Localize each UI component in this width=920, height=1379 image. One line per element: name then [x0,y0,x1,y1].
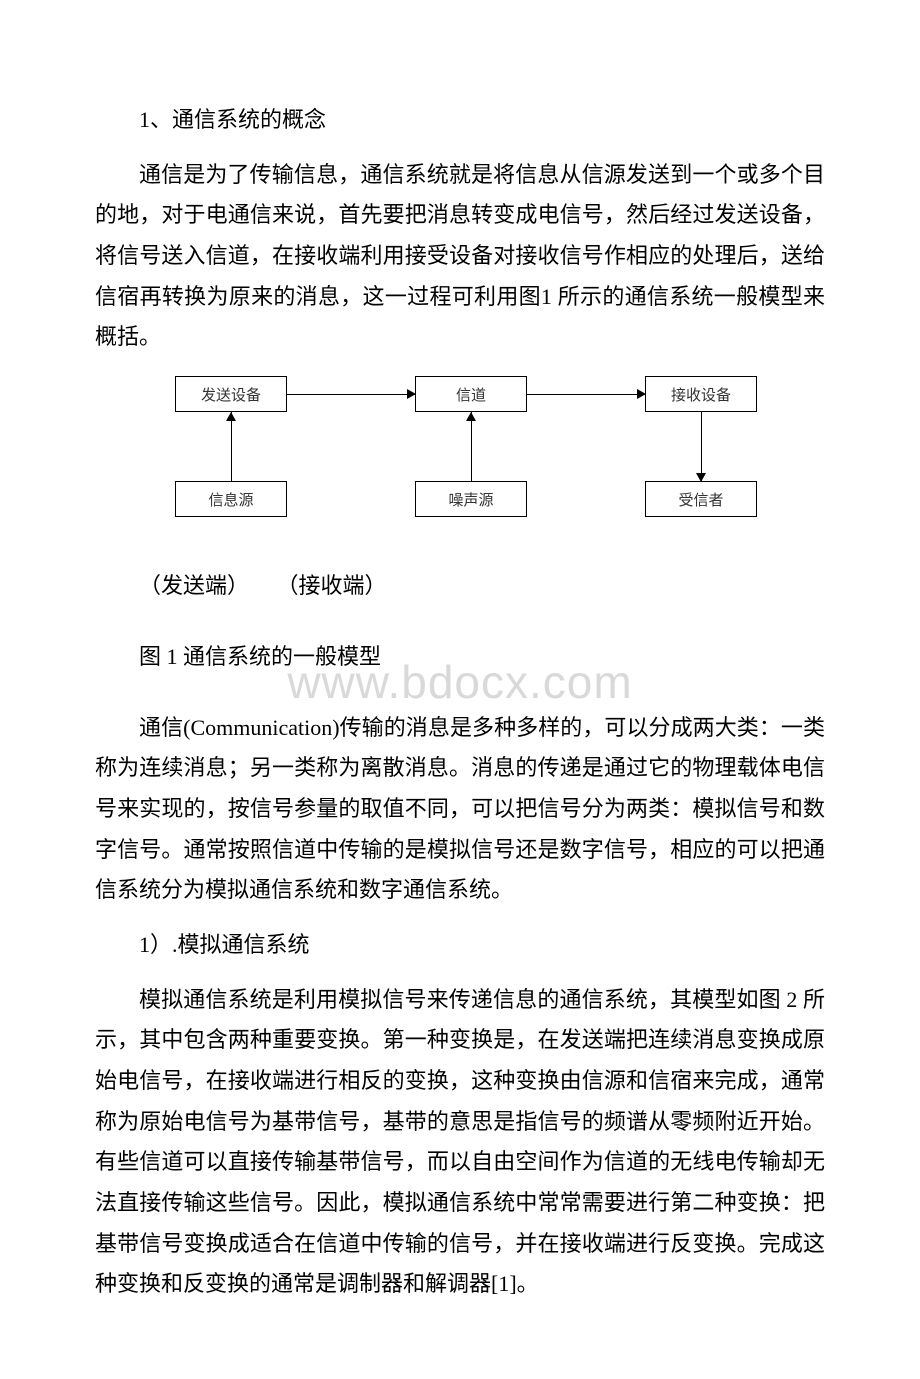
figure-1-side-captions: （发送端） （接收端） [95,566,825,607]
paragraph-2: 通信(Communication)传输的消息是多种多样的，可以分成两大类：一类称… [95,708,825,911]
box-rx-device: 接收设备 [645,376,757,412]
box-channel: 信道 [415,376,527,412]
paragraph-3: 模拟通信系统是利用模拟信号来传递信息的通信系统，其模型如图 2 所示，其中包含两… [95,980,825,1306]
page-content: 1、通信系统的概念 通信是为了传输信息，通信系统就是将信息从信源发送到一个或多个… [95,100,825,1305]
line-tx-channel [287,394,415,395]
heading-1: 1、通信系统的概念 [95,100,825,141]
line-channel-rx [527,394,645,395]
box-noise: 噪声源 [415,481,527,517]
line-source-tx [231,412,232,481]
figure-1-diagram: 发送设备 信道 接收设备 信息源 噪声源 受信者 [135,376,825,536]
arrow-source-tx [226,412,236,421]
paragraph-1: 通信是为了传输信息，通信系统就是将信息从信源发送到一个或多个目的地，对于电通信来… [95,155,825,358]
line-noise-channel [471,412,472,481]
arrow-rx-sink [696,473,706,482]
box-source: 信息源 [175,481,287,517]
arrow-tx-channel [407,389,416,399]
arrow-channel-rx [637,389,646,399]
box-sink: 受信者 [645,481,757,517]
arrow-noise-channel [466,412,476,421]
caption-send: （发送端） [139,573,249,598]
caption-recv: （接收端） [277,573,387,598]
figure-1-title: 图 1 通信系统的一般模型 [139,637,825,678]
box-tx-device: 发送设备 [175,376,287,412]
line-rx-sink [701,412,702,481]
heading-2: 1）.模拟通信系统 [95,925,825,966]
